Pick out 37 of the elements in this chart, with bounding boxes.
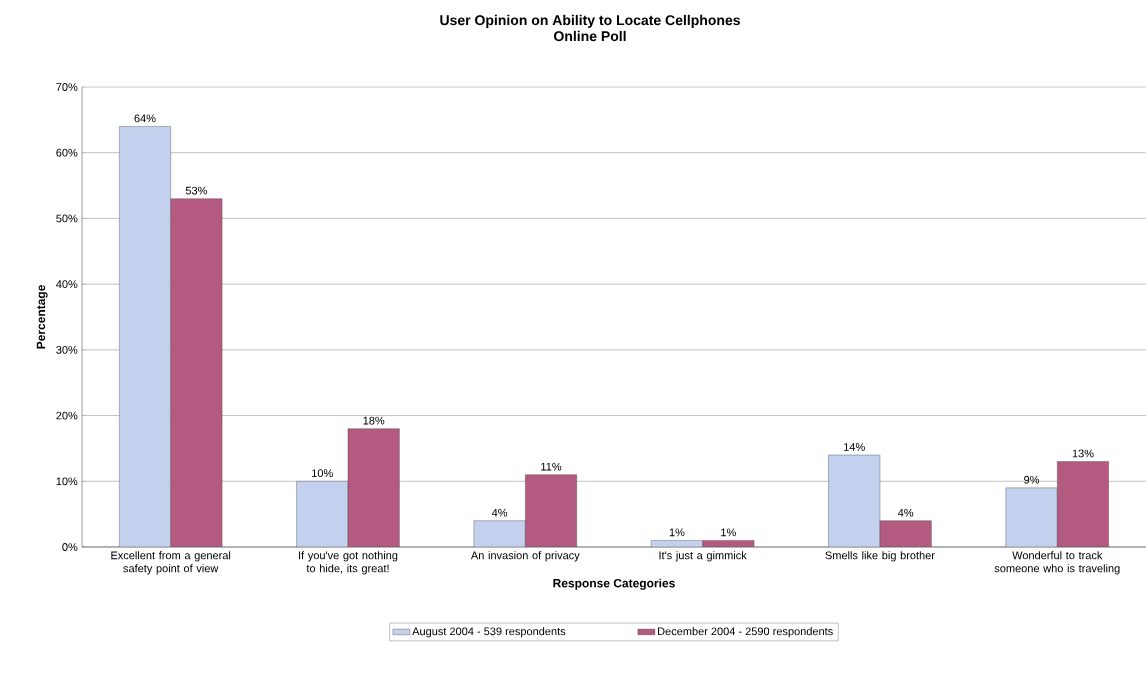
data-label: 4% — [897, 508, 914, 517]
x-tick-label: An invasion of privacy — [470, 551, 580, 562]
legend-label: August 2004 - 539 respondents — [412, 627, 566, 638]
y-tick-label: 60% — [56, 148, 78, 157]
y-tick-label: 10% — [56, 477, 78, 486]
x-axis-title: Response Categories — [553, 578, 675, 590]
data-label: 9% — [1024, 475, 1040, 484]
data-label: 4% — [491, 508, 508, 517]
data-label: 53% — [185, 186, 207, 195]
bar — [879, 520, 932, 547]
bar — [347, 428, 400, 547]
data-label: 64% — [134, 114, 156, 123]
data-label: 1% — [669, 528, 685, 537]
bar — [525, 474, 577, 547]
x-tick-label: If you've got nothing to hide, its great! — [299, 551, 398, 575]
data-label: 18% — [363, 416, 385, 425]
y-axis-title: Percentage — [36, 285, 48, 349]
y-tick-label: 70% — [56, 83, 78, 91]
x-tick-label: It's just a gimmick — [659, 551, 747, 562]
bar — [1057, 461, 1109, 547]
y-tick-label: 40% — [56, 280, 78, 289]
y-tick-label: 0% — [62, 543, 78, 551]
chart-subtitle: Online Poll — [554, 30, 626, 42]
x-tick-label: Smells like big brother — [825, 551, 935, 562]
x-tick-label: Wonderful to track someone who is traveling — [994, 551, 1120, 575]
x-tick-label: Excellent from a general safety point of view — [111, 551, 231, 575]
data-label: 13% — [1072, 449, 1094, 458]
y-tick-label: 20% — [56, 411, 78, 420]
data-label: 1% — [721, 528, 736, 537]
chart-title: User Opinion on Ability to Locate Cellphones — [440, 14, 740, 28]
bar — [170, 198, 223, 547]
data-label: 11% — [541, 462, 562, 471]
legend-label: December 2004 - 2590 respondents — [658, 627, 833, 638]
data-label: 10% — [312, 469, 333, 478]
y-tick-label: 30% — [56, 345, 78, 354]
y-tick-label: 50% — [56, 214, 78, 223]
data-label: 14% — [844, 443, 865, 451]
